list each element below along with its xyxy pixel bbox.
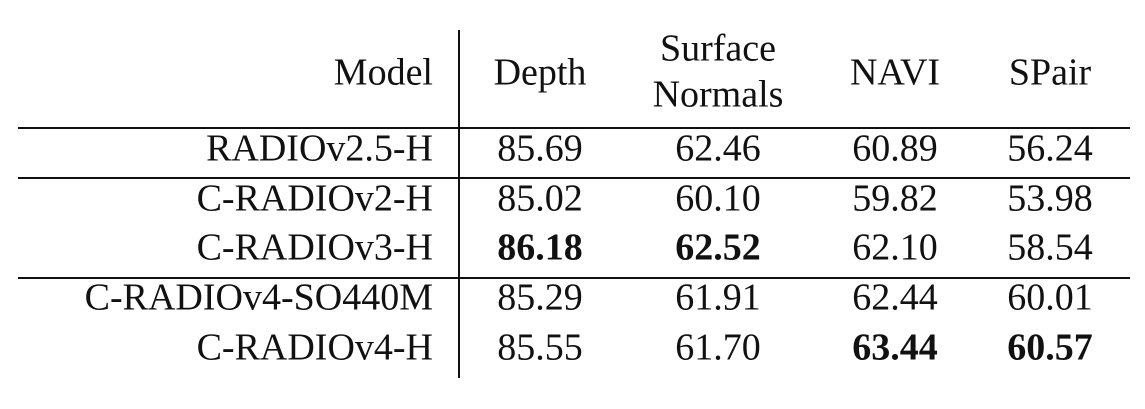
score-cell: 56.24 — [1007, 128, 1093, 170]
score-cell: 60.10 — [675, 178, 761, 220]
header-cell: Surface — [660, 28, 776, 70]
score-cell: 86.18 — [497, 227, 583, 269]
header-cell: SPair — [1009, 52, 1092, 94]
score-cell: 58.54 — [1007, 227, 1093, 269]
score-cell: 85.02 — [497, 178, 583, 220]
score-cell: 85.29 — [497, 277, 583, 319]
score-cell: 61.91 — [675, 277, 761, 319]
model-name: RADIOv2.5-H — [206, 128, 433, 170]
header-cell: Normals — [653, 74, 784, 116]
model-name: C-RADIOv4-H — [197, 327, 433, 369]
header-cell: Depth — [494, 52, 587, 94]
score-cell: 60.01 — [1007, 277, 1093, 319]
header-cell: NAVI — [850, 52, 940, 94]
score-cell: 63.44 — [852, 327, 938, 369]
model-name: C-RADIOv3-H — [197, 227, 433, 269]
score-cell: 61.70 — [675, 327, 761, 369]
score-cell: 62.46 — [675, 128, 761, 170]
score-cell: 62.52 — [675, 227, 761, 269]
score-cell: 59.82 — [852, 178, 938, 220]
score-cell: 60.89 — [852, 128, 938, 170]
score-cell: 62.10 — [852, 227, 938, 269]
score-cell: 62.44 — [852, 277, 938, 319]
score-cell: 60.57 — [1007, 327, 1093, 369]
score-cell: 85.55 — [497, 327, 583, 369]
model-name: C-RADIOv4-SO440M — [85, 277, 433, 319]
header-cell: Model — [334, 52, 433, 94]
score-cell: 53.98 — [1007, 178, 1093, 220]
score-cell: 85.69 — [497, 128, 583, 170]
model-name: C-RADIOv2-H — [197, 178, 433, 220]
